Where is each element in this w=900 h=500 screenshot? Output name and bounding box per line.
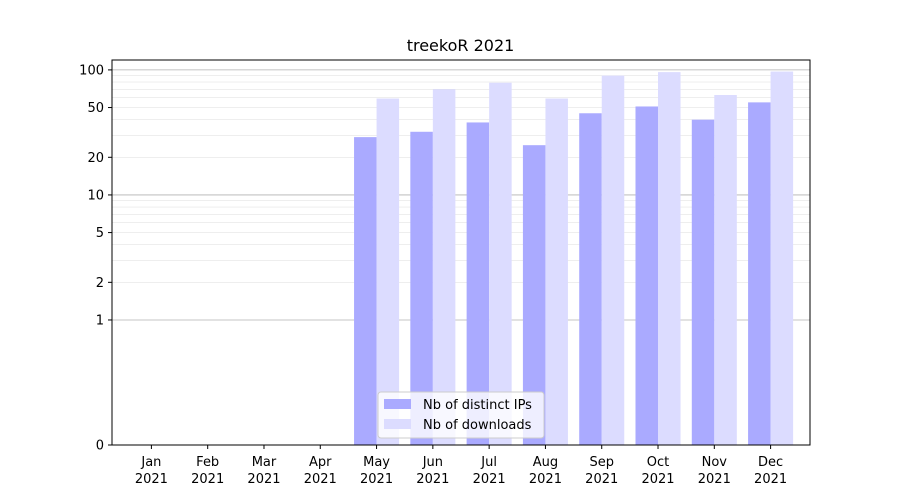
bar-downloads-jul	[489, 82, 512, 445]
legend: Nb of distinct IPs Nb of downloads	[377, 391, 545, 439]
grid-lines	[112, 69, 810, 321]
x-tick-label-year: 2021	[304, 472, 337, 487]
x-axis: Jan 2021 Feb 2021 Mar 2021 Apr 2021 May 2021 Jun 20…	[135, 445, 787, 487]
x-tick-label-month: Jun	[422, 455, 443, 470]
x-tick-label-year: 2021	[585, 472, 618, 487]
bar-downloads-aug	[545, 98, 568, 446]
bar-distinct-ips-nov	[691, 119, 715, 446]
x-tick-label-month: Feb	[196, 455, 219, 470]
x-tick-label-month: Apr	[309, 455, 332, 470]
y-tick-label: 100	[79, 63, 104, 78]
x-tick-label-month: Nov	[702, 455, 728, 470]
y-tick-label: 0	[96, 439, 104, 454]
y-tick-label: 1	[96, 313, 104, 328]
x-tick-label-year: 2021	[247, 472, 280, 487]
legend-label: Nb of downloads	[423, 418, 532, 433]
x-tick-label-month: Jul	[480, 455, 497, 470]
bar-distinct-ips-aug	[522, 145, 546, 445]
y-tick-label: 50	[87, 101, 104, 116]
legend-box	[377, 391, 545, 439]
y-tick-label: 5	[96, 226, 104, 241]
bar-downloads-oct	[658, 72, 681, 445]
x-tick-label-year: 2021	[191, 472, 224, 487]
y-tick-label: 2	[96, 276, 104, 291]
y-tick-label: 10	[87, 188, 104, 203]
plot-frame	[111, 59, 811, 446]
x-tick-label-month: May	[363, 455, 390, 470]
x-tick-label-month: Sep	[589, 455, 614, 470]
x-tick-label-month: Dec	[758, 455, 783, 470]
legend-swatch	[384, 419, 411, 429]
bar-downloads-sep	[601, 75, 625, 446]
bar-downloads-dec	[770, 71, 794, 445]
x-tick-label-year: 2021	[360, 472, 393, 487]
x-tick-label-year: 2021	[473, 472, 506, 487]
bars	[354, 71, 794, 446]
bar-downloads-jun	[432, 89, 456, 445]
x-tick-label-month: Oct	[647, 455, 669, 470]
x-tick-label-year: 2021	[529, 472, 562, 487]
legend-swatch	[384, 399, 411, 409]
legend-label: Nb of distinct IPs	[423, 398, 532, 413]
bar-distinct-ips-jul	[466, 122, 490, 445]
x-tick-label-year: 2021	[698, 472, 731, 487]
x-tick-label-year: 2021	[416, 472, 449, 487]
bar-distinct-ips-dec	[748, 102, 771, 445]
bar-distinct-ips-sep	[579, 113, 602, 445]
bar-downloads-nov	[714, 94, 737, 446]
chart-title: treekoR 2021	[407, 36, 515, 55]
x-tick-label-year: 2021	[135, 472, 168, 487]
bar-distinct-ips-oct	[635, 106, 659, 445]
bar-distinct-ips-jun	[410, 131, 433, 445]
bar-downloads-may	[376, 98, 400, 446]
x-tick-label-month: Mar	[252, 455, 277, 470]
x-tick-label-month: Jan	[140, 455, 161, 470]
x-tick-label-year: 2021	[754, 472, 787, 487]
x-tick-label-month: Aug	[533, 455, 558, 470]
y-axis: 0 1 2 5 10 20 50 100	[79, 63, 112, 454]
bar-distinct-ips-may	[354, 137, 377, 445]
x-tick-label-year: 2021	[641, 472, 674, 487]
y-tick-label: 20	[87, 151, 104, 166]
